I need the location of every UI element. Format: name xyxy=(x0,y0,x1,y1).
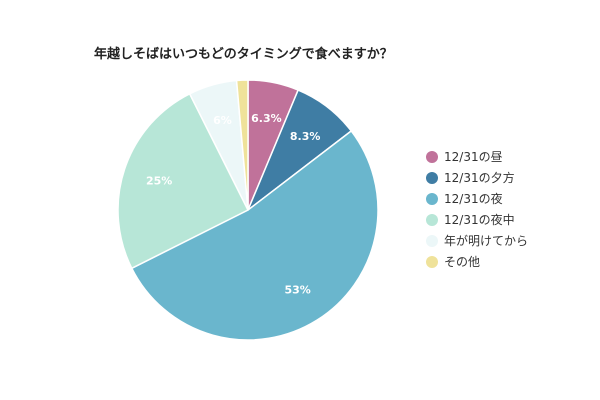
slice-data-label: 8.3% xyxy=(290,130,321,143)
legend-swatch xyxy=(426,214,438,226)
legend-swatch xyxy=(426,172,438,184)
legend-swatch xyxy=(426,256,438,268)
legend-label: 12/31の昼 xyxy=(444,150,503,164)
legend-label: その他 xyxy=(444,255,480,269)
pie-slice xyxy=(235,79,249,211)
slice-data-label: 6.3% xyxy=(251,112,282,125)
chart-title: 年越しそばはいつもどのタイミングで食べますか？ xyxy=(94,46,393,62)
legend-swatch xyxy=(426,235,438,247)
pie-slice xyxy=(130,129,379,341)
legend-swatch xyxy=(426,193,438,205)
legend-label: 12/31の夜 xyxy=(444,191,503,206)
slice-data-label: 25% xyxy=(146,175,172,188)
slice-data-label: 6% xyxy=(213,114,232,127)
legend-label: 12/31の夜中 xyxy=(444,212,515,227)
pie-slices xyxy=(117,79,379,341)
pie-slice xyxy=(117,92,250,270)
legend-label: 年が明けてから xyxy=(444,233,528,248)
slice-data-label: 53% xyxy=(284,283,310,296)
pie-slice-labels: 6.3% 8.3% 53% 25% 6% xyxy=(146,112,320,296)
legend-label: 12/31の夕方 xyxy=(444,170,515,185)
legend-swatch xyxy=(426,151,438,163)
